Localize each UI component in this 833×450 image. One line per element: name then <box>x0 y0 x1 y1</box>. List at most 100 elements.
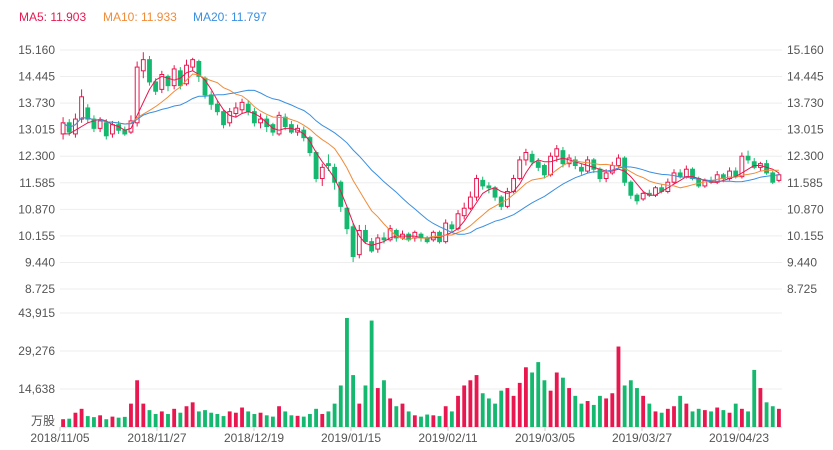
volume-bar <box>462 385 467 427</box>
volume-bar <box>511 395 516 427</box>
date-tick-label: 2018/11/27 <box>127 431 186 445</box>
volume-bar <box>579 403 584 427</box>
price-tick-label-right: 13.730 <box>787 96 824 110</box>
volume-bar <box>505 388 510 427</box>
volume-bar <box>715 407 720 427</box>
volume-bar <box>542 380 547 427</box>
candle-body <box>338 181 344 207</box>
date-tick-label: 2019/03/27 <box>612 431 672 445</box>
volume-bar <box>116 417 121 427</box>
volume-bar <box>647 403 652 427</box>
volume-bar <box>739 408 744 427</box>
candle-body <box>214 103 220 113</box>
volume-tick-label: 43,915 <box>18 306 55 320</box>
volume-bar <box>252 414 257 427</box>
candle-body <box>208 94 214 105</box>
date-tick-label: 2019/03/05 <box>515 431 575 445</box>
volume-bar <box>770 406 775 427</box>
candle-body <box>474 178 479 198</box>
candle-body <box>517 159 523 180</box>
volume-bar <box>79 408 84 427</box>
candle-body <box>751 161 757 168</box>
candle-body <box>350 226 356 258</box>
volume-bar <box>721 410 726 427</box>
volume-bar <box>425 414 430 427</box>
axis-labels: 15.160 15.160 14.445 14.445 13.730 13.730 13.0… <box>18 43 824 445</box>
volume-bar <box>184 406 189 427</box>
date-tick-label: 2019/02/11 <box>418 431 477 445</box>
candle-body <box>671 172 677 183</box>
volume-bar <box>215 414 220 427</box>
volume-bars <box>61 317 781 427</box>
volume-bar <box>641 395 646 427</box>
candle-body <box>134 66 140 124</box>
volume-bar <box>604 398 609 427</box>
candle-body <box>535 161 541 168</box>
candle-body <box>103 122 109 137</box>
candle-body <box>332 166 338 183</box>
volume-bar <box>345 317 349 427</box>
volume-bar <box>561 377 565 427</box>
volume-bar <box>746 411 750 427</box>
volume-bar <box>616 346 621 427</box>
volume-bar <box>752 369 757 427</box>
candle-body <box>449 224 455 230</box>
volume-bar <box>598 395 602 427</box>
volume-bar <box>357 403 362 427</box>
volume-bar <box>159 411 164 427</box>
candle-body <box>147 59 152 83</box>
candle-body <box>165 75 171 87</box>
volume-bar <box>653 411 658 427</box>
ma20-legend: MA20: 11.797 <box>193 10 267 24</box>
candle-body <box>554 148 560 157</box>
volume-bar <box>659 412 664 427</box>
volume-bar <box>73 412 78 427</box>
volume-bar <box>406 411 411 427</box>
candle-body <box>326 163 331 167</box>
volume-bar <box>777 408 781 427</box>
volume-bar <box>536 362 541 427</box>
date-tick-label: 2019/04/23 <box>709 431 769 445</box>
candle-body <box>443 222 449 243</box>
candle-body <box>282 116 288 128</box>
candle-body <box>128 120 134 133</box>
candle-body <box>276 114 282 135</box>
volume-bar <box>308 414 312 427</box>
volume-bar <box>672 406 676 427</box>
volume-bar <box>474 375 479 427</box>
ma-legend: MA5: 11.903 MA10: 11.933 MA20: 11.797 <box>19 10 267 24</box>
candle-body <box>616 157 621 167</box>
candle-body <box>356 230 362 256</box>
candle-body <box>634 194 640 202</box>
volume-bar <box>523 367 528 427</box>
candle-body <box>251 111 257 124</box>
volume-bar <box>135 380 140 427</box>
volume-bar <box>437 416 442 427</box>
candle-body <box>560 150 566 165</box>
volume-bar <box>449 411 454 427</box>
volume-bar <box>246 411 251 427</box>
candle-body <box>313 152 319 180</box>
price-tick-label-right: 12.300 <box>787 149 824 163</box>
candle-body <box>591 159 597 170</box>
candle-body <box>363 230 368 243</box>
price-tick-label-left: 12.300 <box>18 149 55 163</box>
volume-bar <box>764 402 769 427</box>
volume-bar <box>301 416 306 427</box>
ma5-legend: MA5: 11.903 <box>19 10 86 24</box>
ma10-line <box>62 73 779 241</box>
price-tick-label-left: 9.440 <box>25 255 55 269</box>
volume-bar <box>320 414 325 427</box>
candle-body <box>770 172 776 183</box>
candle-body <box>221 111 226 126</box>
volume-bar <box>696 408 701 427</box>
volume-bar <box>110 416 115 427</box>
volume-bar <box>141 403 146 427</box>
price-tick-label-left: 10.155 <box>18 229 55 243</box>
candle-body <box>492 187 498 198</box>
candle-body <box>739 155 745 178</box>
volume-bar <box>690 411 695 427</box>
candle-body <box>683 168 689 178</box>
volume-bar <box>209 412 214 427</box>
